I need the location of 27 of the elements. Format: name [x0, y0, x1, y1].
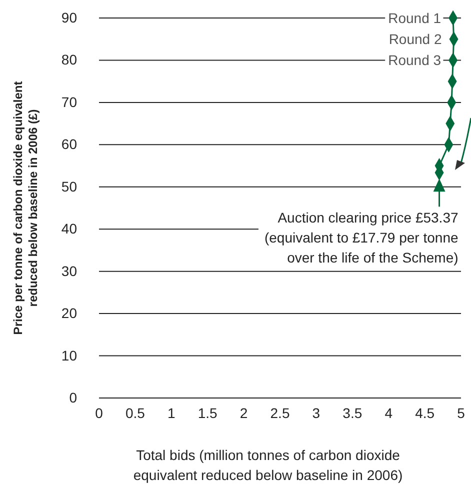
y-tick-label: 10 — [61, 347, 78, 364]
x-tick-label: 2 — [240, 404, 248, 421]
x-tick-label: 3.5 — [342, 404, 362, 421]
y-tick-label: 30 — [61, 262, 78, 279]
y-tick-label: 0 — [69, 389, 78, 406]
y-tick-label: 60 — [61, 136, 78, 152]
y-tick-label: 20 — [61, 305, 78, 322]
y-tick-label: 90 — [61, 9, 78, 26]
y-tick-label: 70 — [61, 94, 78, 110]
annotation: Round 1 — [388, 10, 442, 26]
x-tick-label: 0 — [95, 404, 104, 421]
x-tick-label: 1 — [168, 404, 176, 421]
y-tick-label: 80 — [61, 52, 78, 68]
y-tick-label: 40 — [61, 220, 78, 237]
x-tick-label: 5 — [457, 404, 466, 421]
x-tick-label: 4.5 — [415, 404, 435, 421]
x-tick-label: 0.5 — [125, 404, 146, 421]
annotation: Round 2 — [388, 31, 442, 48]
x-axis-title: Total bids (million tonnes of carbon dioxide equivalent reduced below baseline in 2006) — [133, 447, 403, 483]
x-tick-label: 3 — [312, 404, 320, 421]
x-tick-label: 1.5 — [198, 404, 218, 421]
x-tick-label: 4 — [384, 404, 393, 421]
y-axis-title: Price per tonne of carbon dioxide equivalent reduced below baseline in 2006 (£) — [11, 81, 40, 335]
annotation: Auction clearing price £53.37 (equivalent to £17.79 per tonne over the life of the Scheme) — [264, 210, 458, 266]
x-tick-label: 2.5 — [270, 404, 290, 421]
annotation: Round 3 — [388, 52, 442, 68]
y-tick-label: 50 — [61, 178, 78, 194]
